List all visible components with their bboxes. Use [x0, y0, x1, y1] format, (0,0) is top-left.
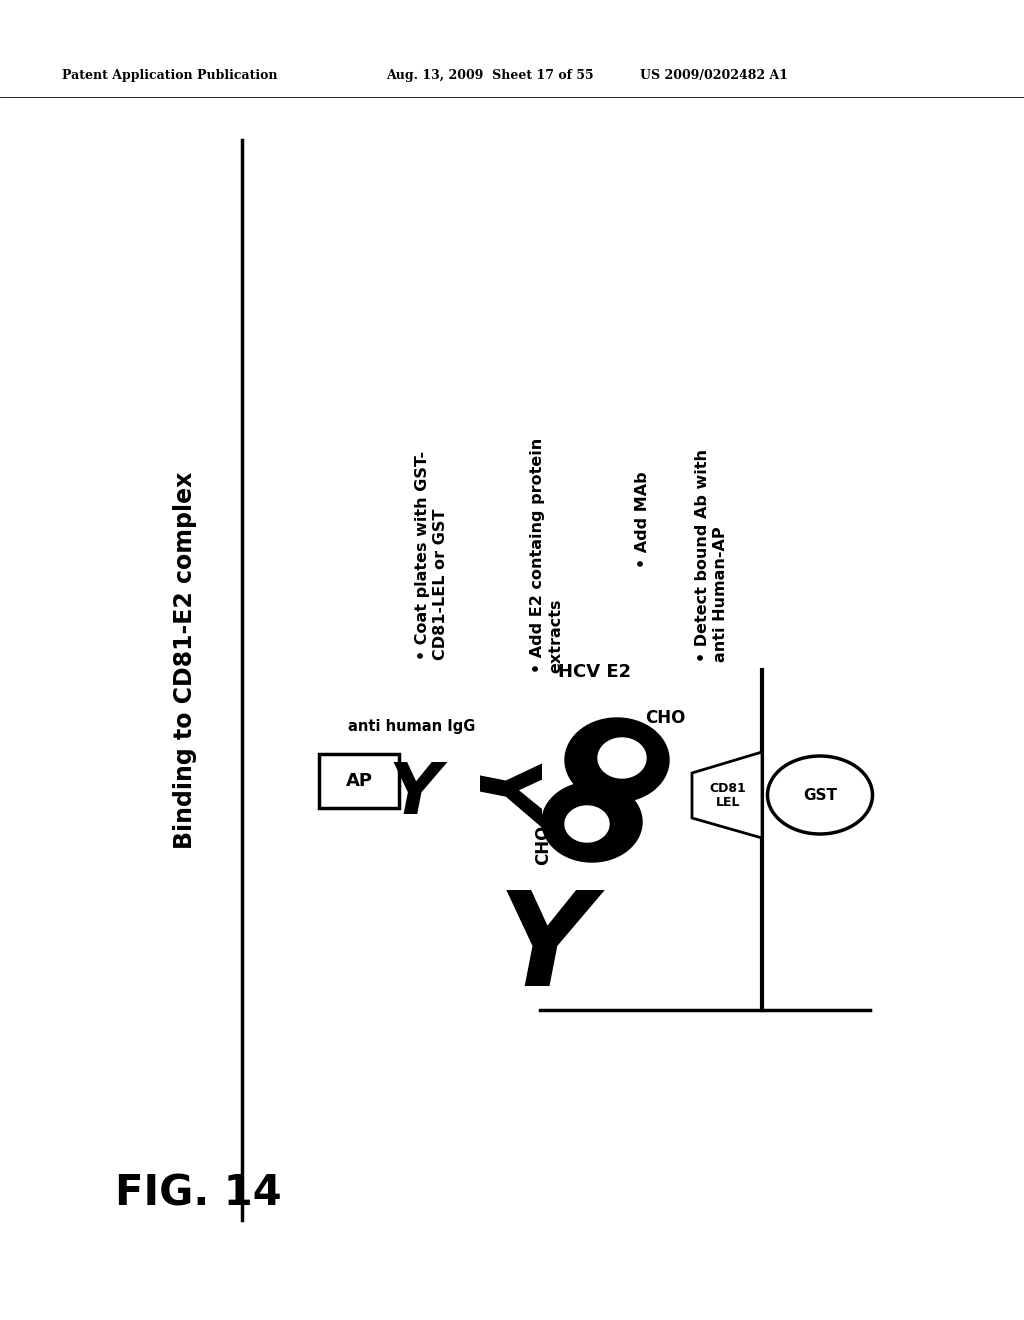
Text: • Add MAb: • Add MAb [635, 471, 650, 569]
Text: FIG. 14: FIG. 14 [115, 1173, 282, 1214]
Text: Binding to CD81-E2 complex: Binding to CD81-E2 complex [173, 471, 197, 849]
Text: US 2009/0202482 A1: US 2009/0202482 A1 [640, 69, 788, 82]
Text: • Coat plates with GST-
CD81-LEL or GST: • Coat plates with GST- CD81-LEL or GST [415, 450, 449, 660]
Text: CD81
LEL: CD81 LEL [710, 781, 746, 808]
Text: Aug. 13, 2009  Sheet 17 of 55: Aug. 13, 2009 Sheet 17 of 55 [386, 69, 594, 82]
Ellipse shape [768, 756, 872, 834]
Text: GST: GST [803, 788, 837, 803]
Text: CHO: CHO [534, 825, 552, 865]
Polygon shape [565, 807, 609, 842]
Text: anti human IgG: anti human IgG [348, 719, 475, 734]
Text: Y: Y [389, 760, 441, 829]
Text: Y: Y [498, 887, 593, 1014]
Text: CHO: CHO [645, 709, 685, 727]
Text: • Add E2 containg protein
extracts: • Add E2 containg protein extracts [530, 437, 563, 673]
Polygon shape [692, 752, 762, 838]
Polygon shape [598, 738, 646, 777]
Text: Patent Application Publication: Patent Application Publication [62, 69, 278, 82]
Polygon shape [542, 781, 642, 862]
Polygon shape [565, 718, 669, 803]
Text: HCV E2: HCV E2 [558, 663, 632, 681]
Text: Y: Y [456, 762, 539, 824]
Text: AP: AP [345, 772, 373, 789]
FancyBboxPatch shape [319, 754, 399, 808]
Text: • Detect bound Ab with
anti Human-AP: • Detect bound Ab with anti Human-AP [695, 449, 728, 661]
